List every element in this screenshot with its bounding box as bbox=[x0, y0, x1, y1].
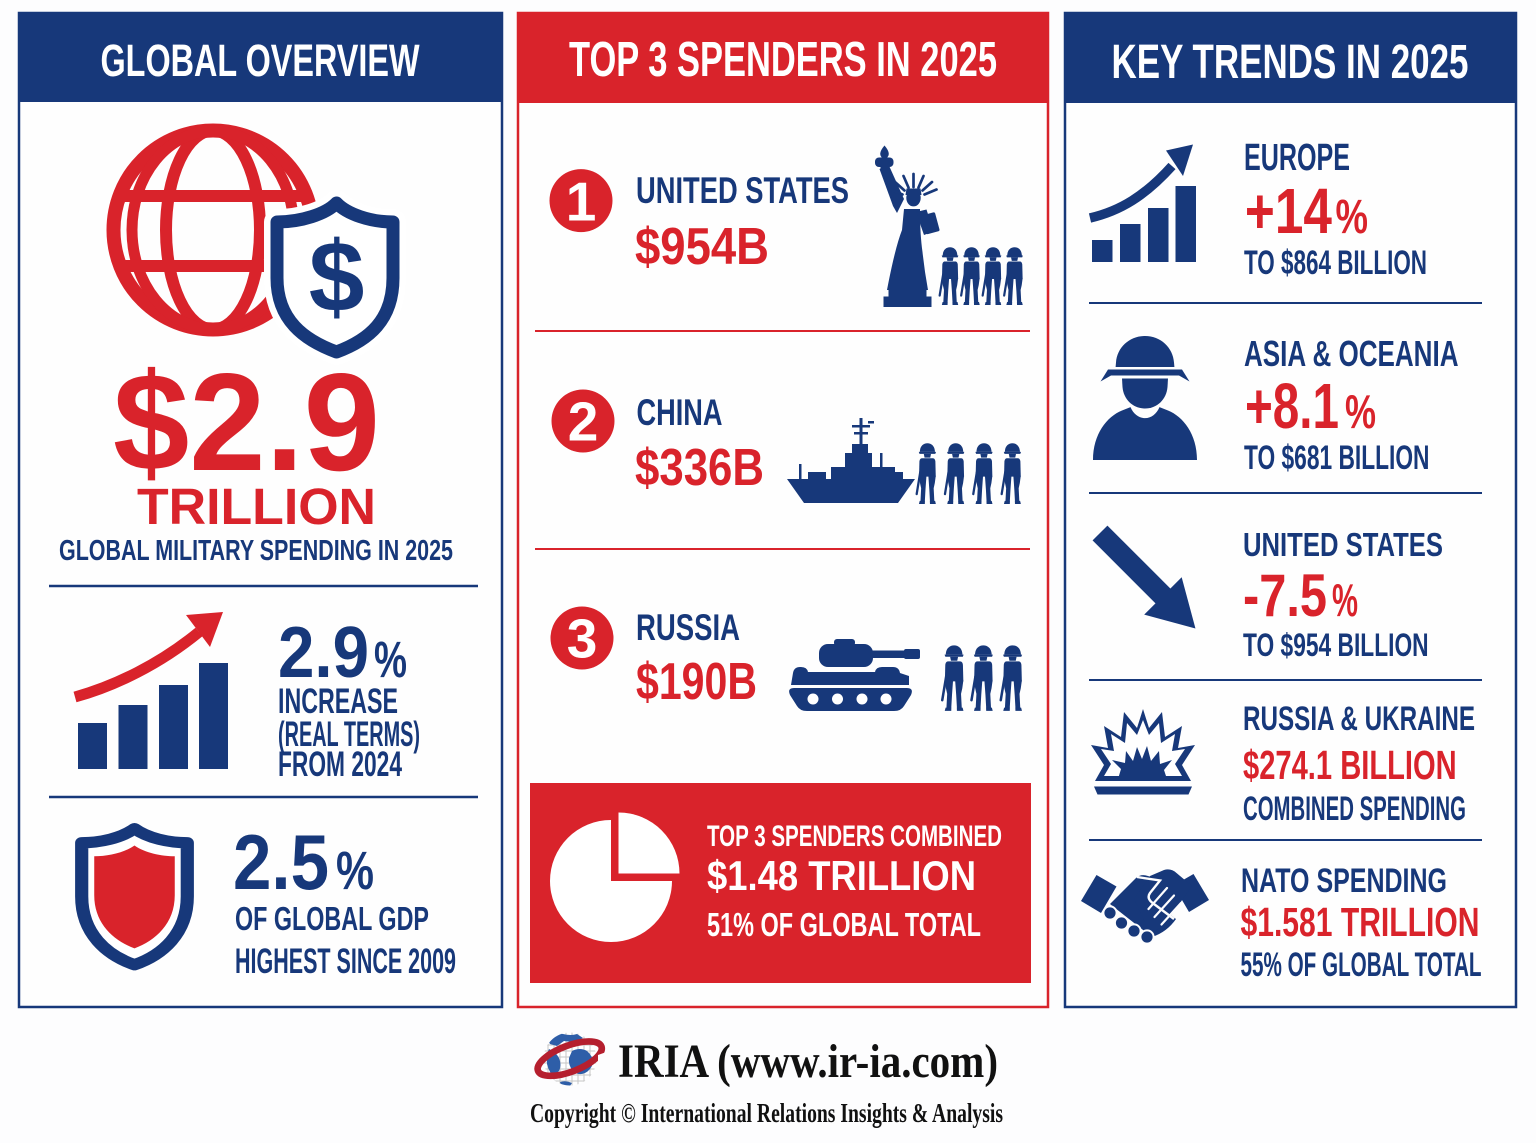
svg-text:1: 1 bbox=[566, 170, 597, 232]
svg-text:3: 3 bbox=[567, 608, 598, 670]
svg-text:$1.581 TRILLION: $1.581 TRILLION bbox=[1241, 899, 1480, 945]
svg-text:CHINA: CHINA bbox=[637, 392, 723, 433]
svg-text:INCREASE: INCREASE bbox=[278, 682, 398, 721]
svg-text:NATO SPENDING: NATO SPENDING bbox=[1241, 862, 1447, 900]
svg-text:2.9: 2.9 bbox=[278, 613, 369, 693]
svg-text:+8.1: +8.1 bbox=[1245, 370, 1339, 442]
svg-text:FROM 2024: FROM 2024 bbox=[278, 745, 402, 784]
svg-text:ASIA & OCEANIA: ASIA & OCEANIA bbox=[1244, 333, 1459, 374]
svg-text:$954B: $954B bbox=[635, 218, 769, 276]
svg-text:UNITED STATES: UNITED STATES bbox=[636, 170, 849, 211]
svg-text:Copyright © International Rela: Copyright © International Relations Insi… bbox=[530, 1098, 1003, 1128]
svg-text:GLOBAL OVERVIEW: GLOBAL OVERVIEW bbox=[101, 35, 420, 86]
svg-text:55% OF GLOBAL TOTAL: 55% OF GLOBAL TOTAL bbox=[1241, 946, 1482, 984]
svg-text:KEY TRENDS IN 2025: KEY TRENDS IN 2025 bbox=[1112, 36, 1469, 89]
svg-text:$190B: $190B bbox=[636, 653, 757, 711]
svg-text:$274.1 BILLION: $274.1 BILLION bbox=[1243, 742, 1457, 788]
svg-text:51% OF GLOBAL TOTAL: 51% OF GLOBAL TOTAL bbox=[707, 906, 981, 943]
svg-text:TOP 3 SPENDERS IN 2025: TOP 3 SPENDERS IN 2025 bbox=[569, 33, 997, 87]
svg-text:$336B: $336B bbox=[635, 439, 764, 497]
svg-text:TRILLION: TRILLION bbox=[137, 478, 376, 535]
svg-text:$1.48 TRILLION: $1.48 TRILLION bbox=[707, 852, 976, 899]
svg-text:%: % bbox=[1345, 385, 1376, 438]
svg-text:TO $681 BILLION: TO $681 BILLION bbox=[1244, 439, 1430, 477]
svg-text:%: % bbox=[1336, 191, 1369, 244]
svg-text:HIGHEST SINCE 2009: HIGHEST SINCE 2009 bbox=[235, 942, 456, 981]
svg-text:%: % bbox=[1332, 574, 1358, 626]
svg-text:TO $864 BILLION: TO $864 BILLION bbox=[1244, 244, 1427, 282]
svg-text:$2.9: $2.9 bbox=[113, 345, 380, 500]
svg-text:$: $ bbox=[309, 221, 365, 333]
svg-text:EUROPE: EUROPE bbox=[1244, 137, 1350, 179]
svg-text:2.5: 2.5 bbox=[233, 818, 329, 906]
svg-text:RUSSIA: RUSSIA bbox=[636, 607, 740, 648]
svg-text:TO $954 BILLION: TO $954 BILLION bbox=[1243, 627, 1429, 663]
svg-text:%: % bbox=[374, 631, 407, 688]
svg-text:+14: +14 bbox=[1245, 175, 1332, 247]
svg-text:2: 2 bbox=[568, 391, 599, 453]
svg-text:OF GLOBAL GDP: OF GLOBAL GDP bbox=[235, 900, 429, 937]
svg-text:UNITED STATES: UNITED STATES bbox=[1243, 526, 1443, 563]
svg-text:TOP 3 SPENDERS COMBINED: TOP 3 SPENDERS COMBINED bbox=[707, 820, 1002, 853]
svg-text:COMBINED SPENDING: COMBINED SPENDING bbox=[1243, 790, 1466, 828]
svg-text:%: % bbox=[336, 841, 374, 901]
svg-text:IRIA (www.ir-ia.com): IRIA (www.ir-ia.com) bbox=[618, 1035, 998, 1088]
svg-text:(REAL TERMS): (REAL TERMS) bbox=[278, 715, 420, 754]
svg-text:GLOBAL MILITARY SPENDING IN 20: GLOBAL MILITARY SPENDING IN 2025 bbox=[59, 535, 453, 567]
svg-text:RUSSIA & UKRAINE: RUSSIA & UKRAINE bbox=[1243, 700, 1475, 738]
svg-text:-7.5: -7.5 bbox=[1243, 562, 1327, 629]
